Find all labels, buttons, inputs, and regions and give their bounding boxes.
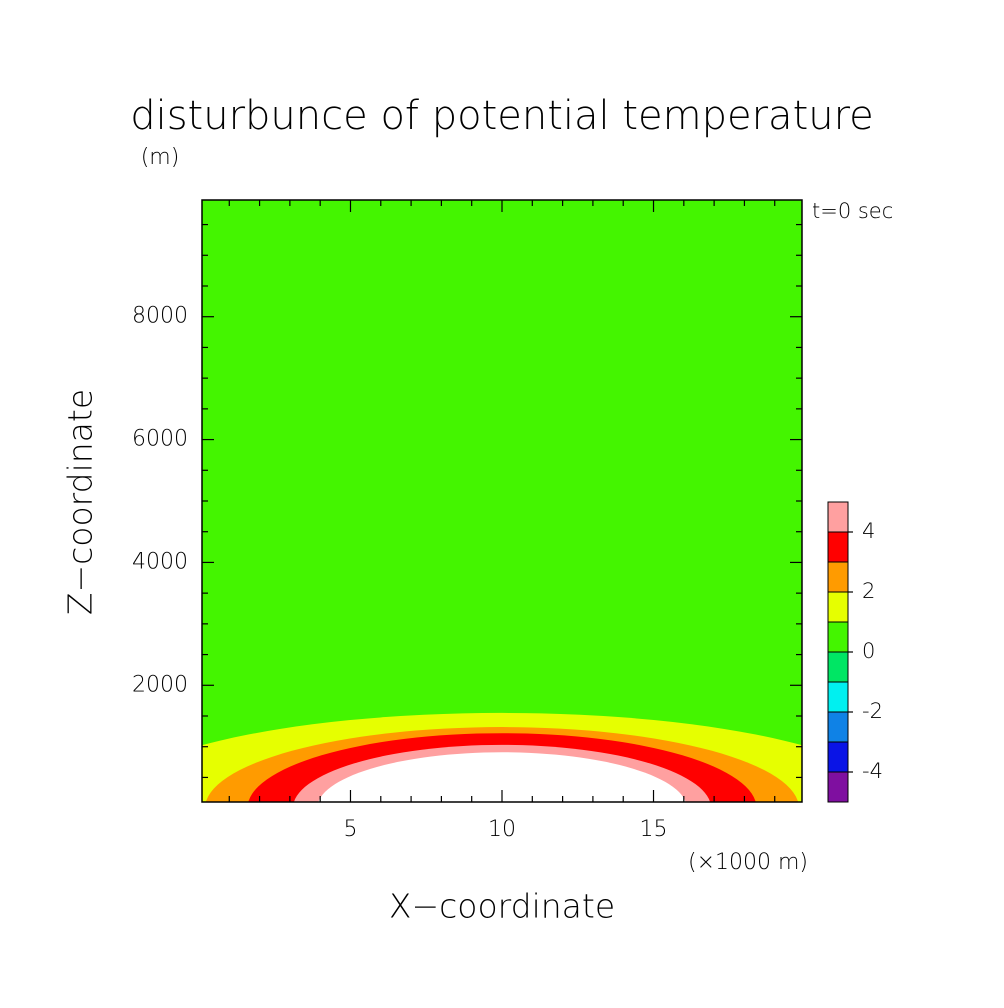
colorbar-band [827,591,849,623]
x-tick-label: 5 [343,817,357,842]
x-tick-label: 10 [488,817,516,842]
colorbar-label: -4 [862,759,883,783]
colorbar-band [827,741,849,773]
colorbar-band [827,531,849,563]
colorbar-band [827,561,849,593]
axes: 5 10 15 2000 4000 6000 8000 -4 -2 0 2 4 [132,199,883,842]
colorbar-label: 2 [862,579,875,603]
y-tick-label: 8000 [132,304,188,329]
background-field [202,200,802,802]
colorbar-band [827,621,849,653]
y-tick-label: 4000 [132,549,188,574]
colorbar-label: 4 [862,519,875,543]
x-unit: (×1000 m) [688,850,808,875]
y-tick-label: 6000 [132,427,188,452]
colorbar-band [827,681,849,713]
y-tick-label: 2000 [132,672,188,697]
y-axis-title: Z−coordinate [61,389,100,615]
x-tick-label: 15 [640,817,668,842]
y-unit: (m) [141,145,180,170]
x-axis-title: X−coordinate [389,887,615,926]
colorbar-label: -2 [862,699,883,723]
plot-area [202,200,802,802]
time-annotation: t=0 sec [812,199,893,223]
chart-title: disturbunce of potential temperature [130,93,874,139]
colorbar-band [827,771,849,803]
colorbar-band [827,711,849,743]
colorbar-band [827,651,849,683]
colorbar-label: 0 [862,639,875,663]
contour-region [318,752,686,802]
colorbar-band [827,501,849,533]
